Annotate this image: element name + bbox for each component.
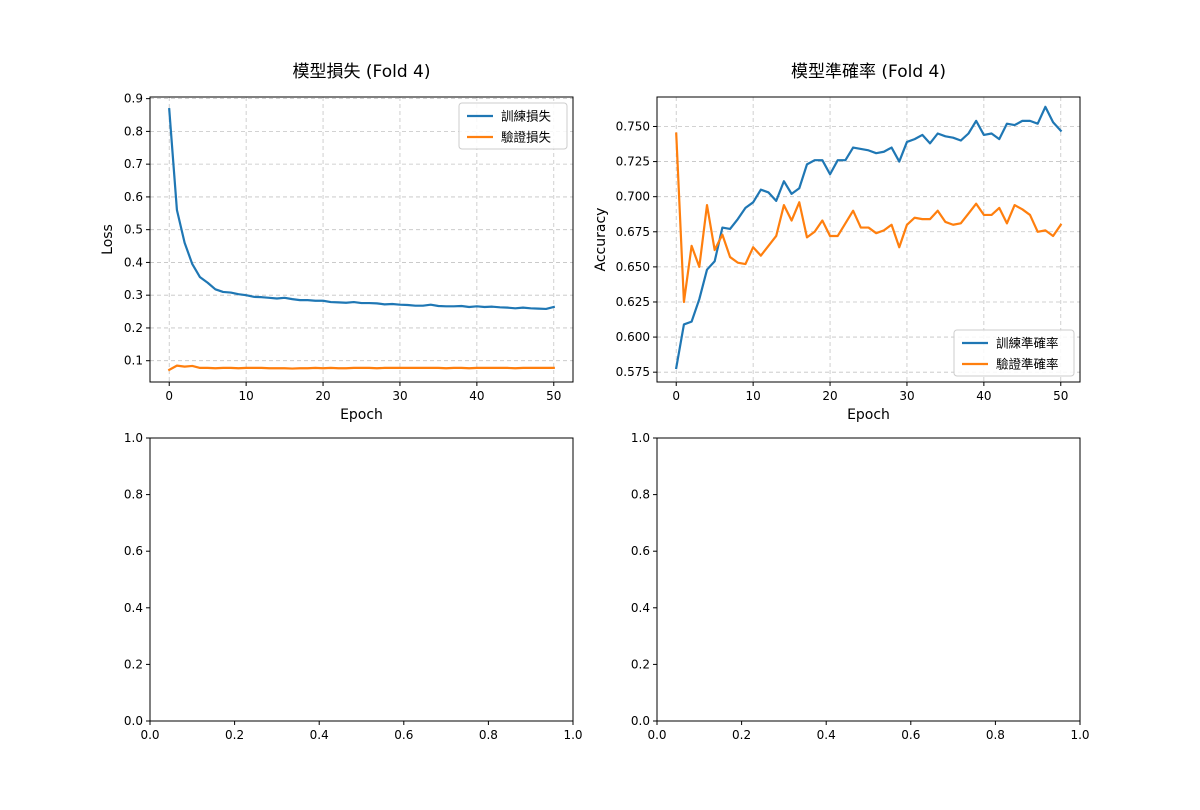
y-tick-label: 0.4	[124, 255, 143, 269]
legend-label: 驗證損失	[501, 130, 552, 145]
legend-label: 驗證準確率	[996, 357, 1059, 372]
x-tick-label: 0.8	[479, 728, 498, 742]
y-tick-label: 0.700	[616, 190, 650, 204]
y-tick-label: 0.4	[124, 601, 143, 615]
x-tick-label: 30	[392, 389, 407, 403]
x-tick-label: 0.4	[310, 728, 329, 742]
y-tick-label: 0.6	[631, 544, 650, 558]
x-tick-label: 20	[315, 389, 330, 403]
y-tick-label: 1.0	[631, 431, 650, 445]
x-tick-label: 50	[546, 389, 561, 403]
chart-empty-left: 0.0 0.2 0.4 0.6 0.8 1.0 0.0 0.2 0.4 0.6 0.8 1.0	[124, 431, 583, 742]
x-tick-label: 1.0	[563, 728, 582, 742]
axes-frame	[656, 96, 1081, 383]
y-tick-label: 0.3	[124, 288, 143, 302]
y-tick-label: 0.625	[616, 295, 650, 309]
y-tick-label: 0.650	[616, 260, 650, 274]
legend-label: 訓練損失	[501, 109, 552, 124]
y-tick-label: 0.9	[124, 92, 143, 106]
x-tick-label: 0.4	[817, 728, 836, 742]
axes-frame	[149, 437, 574, 722]
x-tick-label: 0.2	[732, 728, 751, 742]
series-line-accuracy-0	[674, 105, 1063, 370]
x-tick-label: 10	[238, 389, 253, 403]
x-tick-label: 1.0	[1070, 728, 1089, 742]
x-tick-label: 0	[165, 389, 173, 403]
x-tick-label: 0.8	[986, 728, 1005, 742]
y-tick-label: 0.4	[631, 601, 650, 615]
y-axis-label: Loss	[100, 224, 116, 255]
chart-empty-right: 0.0 0.2 0.4 0.6 0.8 1.0 0.0 0.2 0.4 0.6 0.8 1.0	[631, 431, 1090, 742]
y-tick-label: 0.2	[124, 657, 143, 671]
x-axis-label: Epoch	[847, 407, 890, 423]
y-tick-label: 0.8	[124, 124, 143, 138]
chart-loss: 0 10 20 30 40 50 0.1 0.2 0.3 0.4 0.5 0.6 0.7 0.8 0.9 模型…	[100, 62, 574, 423]
x-tick-label: 0.6	[394, 728, 413, 742]
x-tick-label: 30	[899, 389, 914, 403]
chart-title: 模型準確率 (Fold 4)	[791, 62, 946, 82]
y-tick-label: 1.0	[124, 431, 143, 445]
y-tick-label: 0.5	[124, 223, 143, 237]
chart-accuracy: 0 10 20 30 40 50 0.575 0.600 0.625 0.650 0.675 0.70…	[593, 62, 1081, 423]
y-tick-label: 0.8	[124, 488, 143, 502]
x-axis-label: Epoch	[340, 407, 383, 423]
x-tick-label: 10	[745, 389, 760, 403]
y-tick-label: 0.725	[616, 155, 650, 169]
chart-title: 模型損失 (Fold 4)	[293, 62, 431, 82]
y-tick-label: 0.6	[124, 544, 143, 558]
y-tick-label: 0.0	[631, 714, 650, 728]
y-tick-label: 0.750	[616, 119, 650, 133]
x-tick-label: 0.0	[140, 728, 159, 742]
y-tick-label: 0.2	[124, 321, 143, 335]
y-tick-label: 0.1	[124, 354, 143, 368]
y-tick-label: 0.0	[124, 714, 143, 728]
legend-label: 訓練準確率	[996, 336, 1059, 351]
y-axis-label: Accuracy	[593, 208, 609, 272]
series-line-loss-1	[167, 364, 555, 372]
series-line-accuracy-1	[675, 132, 1063, 304]
y-tick-label: 0.6	[124, 190, 143, 204]
x-tick-label: 40	[469, 389, 484, 403]
y-tick-label: 0.2	[631, 657, 650, 671]
axes-frame	[149, 96, 574, 383]
x-tick-label: 20	[822, 389, 837, 403]
x-tick-label: 0.6	[901, 728, 920, 742]
x-tick-label: 0.2	[225, 728, 244, 742]
y-tick-label: 0.675	[616, 225, 650, 239]
axes-frame	[656, 437, 1081, 722]
x-tick-label: 50	[1053, 389, 1068, 403]
y-tick-label: 0.8	[631, 488, 650, 502]
x-tick-label: 0.0	[647, 728, 666, 742]
x-tick-label: 40	[976, 389, 991, 403]
y-tick-label: 0.7	[124, 157, 143, 171]
series-line-loss-0	[168, 107, 556, 311]
y-tick-label: 0.600	[616, 330, 650, 344]
x-tick-label: 0	[672, 389, 680, 403]
y-tick-label: 0.575	[616, 365, 650, 379]
